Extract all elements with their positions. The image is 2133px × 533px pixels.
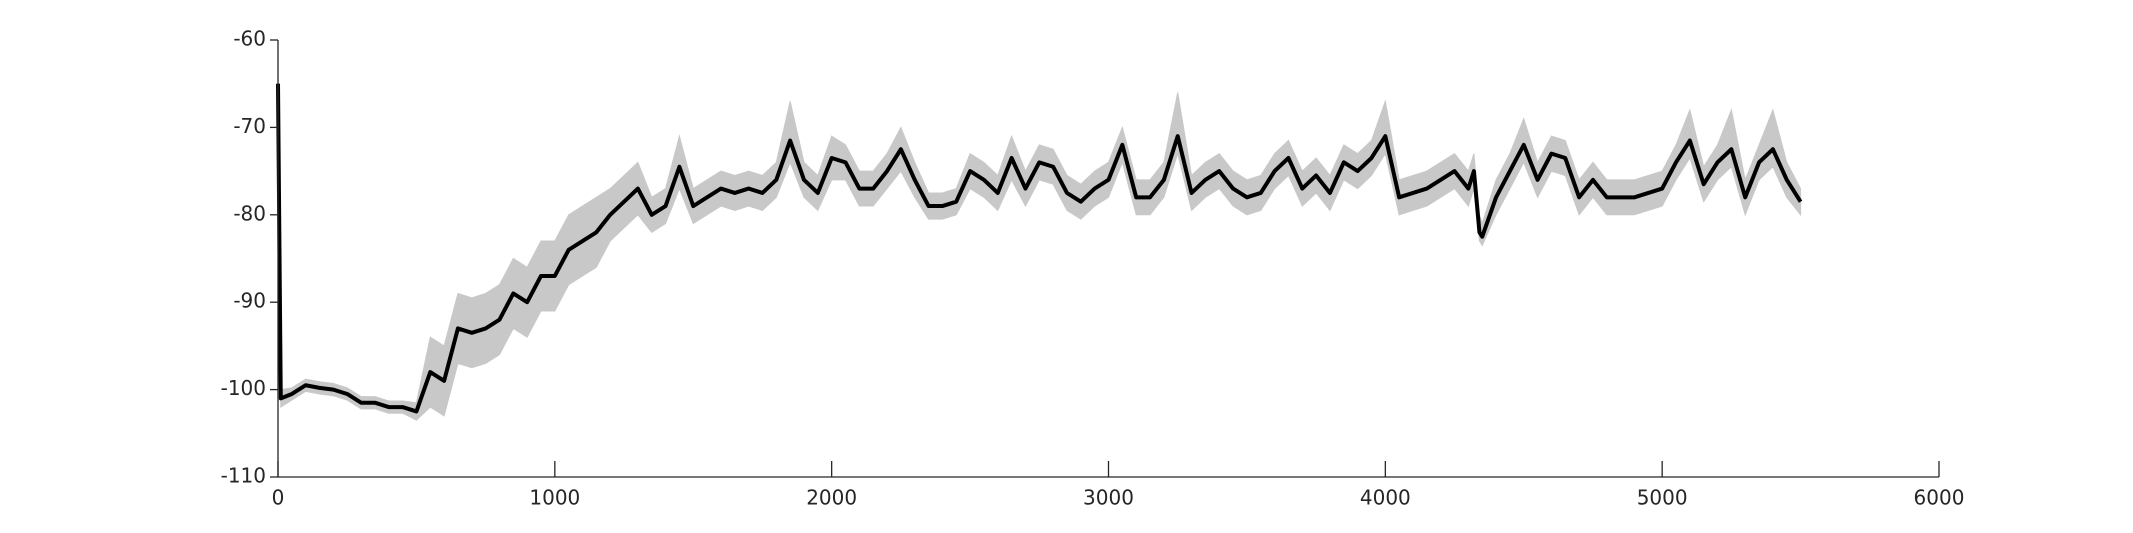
x-tick-label: 1000 (529, 486, 580, 510)
x-tick-label: 6000 (1914, 486, 1965, 510)
data-line (276, 83, 1803, 414)
x-tick-label: 0 (272, 486, 285, 510)
y-tick-label: -80 (233, 201, 266, 225)
x-tick-label: 4000 (1360, 486, 1411, 510)
x-tick-label: 3000 (1083, 486, 1134, 510)
y-tick-label: -60 (233, 27, 266, 51)
x-tick-label: 2000 (806, 486, 857, 510)
y-tick-label: -110 (221, 464, 266, 488)
y-tick-label: -100 (221, 376, 266, 400)
y-tick-label: -70 (233, 114, 266, 138)
x-tick-label: 5000 (1637, 486, 1688, 510)
noise-band (277, 74, 1802, 421)
y-tick-label: -90 (233, 289, 266, 313)
